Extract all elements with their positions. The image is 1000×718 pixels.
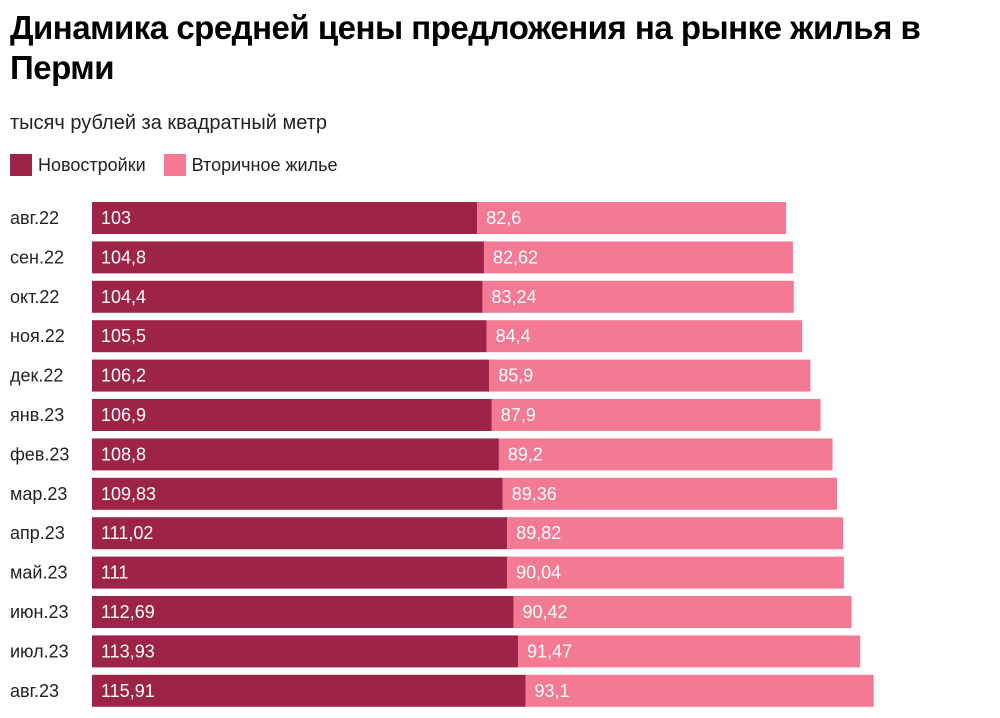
legend-item-new-buildings: Новостройки	[10, 154, 146, 176]
value-label-new-buildings: 106,9	[101, 405, 146, 425]
bar-row: июл.23 113,93 91,47	[10, 635, 861, 668]
bar-row: янв.23 106,9 87,9	[10, 399, 821, 431]
bar-row: дек.22 106,2 85,9	[10, 359, 811, 392]
category-label: июн.23	[10, 602, 69, 622]
bar-new-buildings	[92, 320, 487, 353]
legend-label-secondary-housing: Вторичное жилье	[191, 154, 338, 175]
value-label-new-buildings: 106,2	[101, 366, 146, 386]
value-label-secondary-housing: 85,9	[498, 366, 533, 386]
bar-secondary-housing	[491, 399, 821, 431]
value-label-new-buildings: 112,69	[101, 602, 155, 622]
value-label-secondary-housing: 91,47	[527, 641, 572, 661]
value-label-new-buildings: 108,8	[101, 444, 146, 464]
bar-row: июн.23 112,69 90,42	[10, 596, 852, 628]
value-label-new-buildings: 113,93	[101, 641, 155, 661]
value-label-new-buildings: 104,8	[101, 247, 146, 267]
value-label-secondary-housing: 83,24	[491, 287, 536, 307]
bar-secondary-housing	[502, 477, 837, 510]
bar-row: мар.23 109,83 89,36	[10, 477, 837, 510]
bar-new-buildings	[92, 202, 478, 234]
category-label: янв.23	[10, 405, 64, 425]
bar-new-buildings	[92, 241, 484, 274]
bar-row: сен.22 104,8 82,62	[10, 241, 793, 274]
legend-swatch-new-buildings	[10, 154, 32, 176]
value-label-new-buildings: 103	[101, 208, 131, 228]
category-label: фев.23	[10, 444, 69, 464]
value-label-new-buildings: 109,83	[101, 484, 156, 504]
value-label-secondary-housing: 89,2	[508, 444, 543, 464]
value-label-secondary-housing: 87,9	[501, 405, 536, 425]
bar-new-buildings	[92, 517, 508, 550]
bar-new-buildings	[92, 596, 514, 628]
value-label-secondary-housing: 84,4	[496, 326, 531, 346]
value-label-secondary-housing: 82,62	[493, 247, 538, 267]
category-label: июл.23	[10, 641, 69, 661]
value-label-secondary-housing: 89,82	[516, 523, 561, 543]
bar-new-buildings	[92, 635, 519, 668]
category-label: апр.23	[10, 523, 65, 543]
value-label-new-buildings: 105,5	[101, 326, 146, 346]
value-label-new-buildings: 115,91	[101, 681, 155, 701]
category-label: май.23	[10, 563, 67, 583]
bar-new-buildings	[92, 399, 492, 431]
bar-secondary-housing	[507, 517, 844, 550]
legend-swatch-secondary-housing	[163, 154, 186, 176]
bar-secondary-housing	[477, 202, 787, 234]
value-label-secondary-housing: 82,6	[486, 208, 521, 228]
value-label-secondary-housing: 89,36	[512, 484, 557, 504]
bar-new-buildings	[92, 556, 508, 589]
bar-secondary-housing	[507, 556, 844, 589]
bar-new-buildings	[92, 359, 490, 392]
category-label: дек.22	[10, 366, 63, 386]
value-label-secondary-housing: 90,04	[516, 563, 561, 583]
bar-row: апр.23 111,02 89,82	[10, 517, 844, 550]
bar-row: авг.23 115,91 93,1	[10, 674, 874, 707]
bar-secondary-housing	[482, 280, 794, 313]
legend-item-secondary-housing: Вторичное жилье	[163, 154, 338, 176]
value-label-new-buildings: 104,4	[101, 287, 146, 307]
category-label: окт.22	[10, 287, 59, 307]
category-label: авг.22	[10, 208, 59, 228]
bar-secondary-housing	[518, 635, 861, 668]
bar-secondary-housing	[483, 241, 793, 274]
bar-row: май.23 111 90,04	[10, 556, 844, 589]
value-label-secondary-housing: 93,1	[535, 681, 570, 701]
bar-new-buildings	[92, 438, 499, 471]
bar-secondary-housing	[525, 674, 874, 707]
bar-row: ноя.22 105,5 84,4	[10, 320, 803, 353]
value-label-new-buildings: 111,02	[101, 523, 153, 543]
category-label: сен.22	[10, 247, 64, 267]
bar-new-buildings	[92, 280, 483, 313]
bar-row: окт.22 104,4 83,24	[10, 280, 794, 313]
chart-subtitle: тысяч рублей за квадратный метр	[10, 112, 327, 134]
category-label: авг.23	[10, 681, 59, 701]
chart-title: Динамика средней цены предложения на рын…	[10, 9, 921, 86]
bar-secondary-housing	[513, 596, 852, 628]
bar-secondary-housing	[498, 438, 833, 471]
value-label-new-buildings: 111	[101, 563, 128, 583]
category-label: мар.23	[10, 484, 67, 504]
bar-row: авг.22 103 82,6	[10, 202, 787, 234]
value-label-secondary-housing: 90,42	[522, 602, 567, 622]
legend: Новостройки Вторичное жилье	[10, 154, 356, 176]
bar-new-buildings	[92, 674, 526, 707]
bar-secondary-housing	[489, 359, 811, 392]
bar-row: фев.23 108,8 89,2	[10, 438, 833, 471]
category-label: ноя.22	[10, 326, 65, 346]
bar-new-buildings	[92, 477, 503, 510]
legend-label-new-buildings: Новостройки	[38, 154, 146, 175]
bar-secondary-housing	[486, 320, 803, 353]
